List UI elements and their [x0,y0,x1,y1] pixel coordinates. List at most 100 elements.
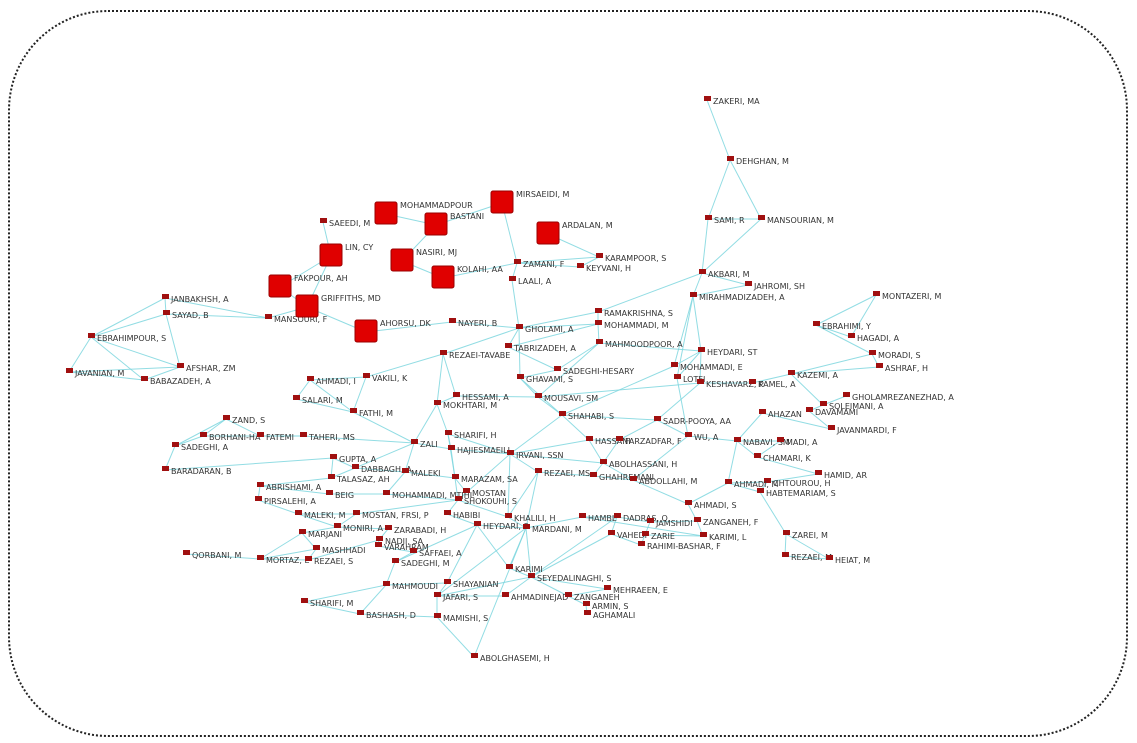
author-node[interactable]: SADR-POOYA, AA [654,416,731,426]
author-node[interactable]: QORBANI, M [183,550,242,560]
author-node[interactable]: NABAVI, SM [734,437,790,447]
author-node[interactable]: MANSOURI, F [265,314,328,324]
author-node[interactable]: KARIMI, L [700,532,747,542]
author-node[interactable]: AHMADI, M [725,479,778,489]
author-node[interactable]: GHOLAMREZANEZHAD, A [843,392,954,402]
author-node[interactable]: SADEGHI-HESARY [554,366,634,376]
author-node[interactable]: TABRIZADEH, A [505,343,576,353]
author-node[interactable]: HASSANI [586,436,631,446]
author-node[interactable]: GUPTA, A [330,454,377,464]
author-node[interactable]: BABAZADEH, A [141,376,211,386]
author-node[interactable]: MARDANI, M [523,524,582,534]
author-node[interactable]: VAKILI, K [363,373,408,383]
author-node[interactable]: HABIBI [444,510,480,520]
author-node[interactable]: ABOLHASSANI, H [600,459,677,469]
author-node[interactable]: RAHIMI-BASHAR, F [638,541,721,551]
author-node[interactable]: DEHGHAN, M [727,156,789,166]
author-node[interactable]: ABRISHAMI, A [257,482,322,492]
author-node[interactable]: LOTFI [674,374,705,384]
author-node[interactable]: SOLEIMANI, A [820,401,884,411]
author-node[interactable]: JANBAKHSH, A [162,294,229,304]
author-node[interactable]: DABBAGH, A [352,464,412,474]
author-node[interactable]: FATHI, M [350,408,393,418]
author-node[interactable]: SAYAD, B [163,310,209,320]
author-node[interactable]: MEHRAEEN, E [604,585,668,595]
author-node[interactable]: AHMADINEJAD [502,592,568,602]
hub-author-node[interactable]: NASIRI, MJ [390,248,457,272]
author-node[interactable]: EBRAHIMPOUR, S [88,333,166,343]
author-node[interactable]: MONIRI, A [334,523,384,533]
author-node[interactable]: DAVAMAMI [806,407,858,417]
author-node[interactable]: SHAHABI, S [559,411,614,421]
hub-author-node[interactable]: FAKPOUR, AH [268,274,348,298]
author-node[interactable]: HAGADI, A [848,333,900,343]
hub-author-node[interactable]: MOHAMMADPOUR [374,201,473,225]
author-node[interactable]: ZALI [411,439,438,449]
hub-author-node[interactable]: LIN, CY [319,243,373,267]
author-node[interactable]: REZAEI, M [782,552,832,562]
author-node[interactable]: ARMIN, S [583,601,628,611]
author-node[interactable]: MOUSAVI, SM [535,393,598,403]
author-node[interactable]: KAZEMI, A [788,370,838,380]
author-node[interactable]: KARAMPOOR, S [596,253,666,263]
author-node[interactable]: KESHAVARZ, P [697,379,764,389]
author-node[interactable]: MANSOURIAN, M [758,215,834,225]
author-node[interactable]: SHARIFI, H [445,430,497,440]
hub-author-node[interactable]: ARDALAN, M [536,221,613,245]
hub-author-node[interactable]: MIRSAEIDI, M [490,190,570,214]
author-node[interactable]: MAMISHI, S [434,613,488,623]
author-node[interactable]: HEYDARI, S [474,521,529,531]
author-node[interactable]: ZARABADI, H [385,525,446,535]
author-node[interactable]: MARJANI [299,529,342,539]
author-node[interactable]: SADEGHI, M [392,558,450,568]
author-node[interactable]: AHMADI, S [685,500,737,510]
author-node[interactable]: PIRSALEHI, A [255,496,316,506]
author-node[interactable]: IRVANI, SSN [507,450,564,460]
author-node[interactable]: BASHASH, D [357,610,416,620]
author-node[interactable]: VARAHRAM [375,542,429,552]
author-node[interactable]: HESSAMI, A [453,392,509,402]
author-node[interactable]: ZAREI, M [783,530,828,540]
author-node[interactable]: JAHROMI, SH [745,281,805,291]
author-node[interactable]: SADEGHI, A [172,442,229,452]
author-node[interactable]: MOSTAN, FRSI, P [353,510,429,520]
author-node[interactable]: MORADI, S [869,350,921,360]
author-node[interactable]: AHAZAN [759,409,802,419]
author-node[interactable]: HAMID, AR [815,470,867,480]
author-node[interactable]: HABTEMARIAM, S [757,488,836,498]
author-node[interactable]: VAHEDI [608,530,647,540]
author-node[interactable]: CHTOUROU, H [764,478,830,488]
author-node[interactable]: MAHMOODPOOR, A [596,339,683,349]
author-node[interactable]: SAEEDI, M [320,218,370,228]
author-node[interactable]: HAJIESMAEILI [448,445,510,455]
author-node[interactable]: MOHAMMADI, E [671,362,743,372]
author-node[interactable]: ZAND, S [223,415,265,425]
hub-author-node[interactable]: AHORSU, DK [354,319,432,343]
author-node[interactable]: MOHAMMADI, MTJHL [383,490,475,500]
author-node[interactable]: HEYDARI, ST [698,347,758,357]
author-node[interactable]: REZAEI, MS [535,468,590,478]
author-node[interactable]: SAMI, R [705,215,745,225]
author-node[interactable]: FARZADFAR, F [616,436,682,446]
author-node[interactable]: MONTAZERI, M [873,291,941,301]
author-node[interactable]: SHOKOUHI, S [455,496,517,506]
author-node[interactable]: GHAVAMI, S [517,374,573,384]
author-node[interactable]: BARADARAN, B [162,466,231,476]
author-node[interactable]: MORTAZ, E [257,555,310,565]
author-node[interactable]: HAMBL [579,513,617,523]
author-node[interactable]: MASHHADI [313,545,365,555]
author-node[interactable]: NADJI, SA [376,536,424,546]
author-node[interactable]: JAFARI, S [434,592,478,602]
author-node[interactable]: ZARIE [642,531,675,541]
author-node[interactable]: WU, A [685,432,719,442]
hub-author-node[interactable]: GRIFFITHS, MD [295,294,381,318]
author-node[interactable]: JAVANIAN, M [66,368,125,378]
author-node[interactable]: ASHRAF, H [876,363,928,373]
author-node[interactable]: MALEKI [402,468,441,478]
author-node[interactable]: KEYVANI, H [577,263,631,273]
hub-author-node[interactable]: KOLAHI, AA [431,265,503,289]
author-node[interactable]: ZAMANI, F [514,259,565,269]
author-node[interactable]: BEIG [326,490,354,500]
author-node[interactable]: ZANGANEH [565,592,620,602]
author-node[interactable]: HEIAT, M [826,555,870,565]
